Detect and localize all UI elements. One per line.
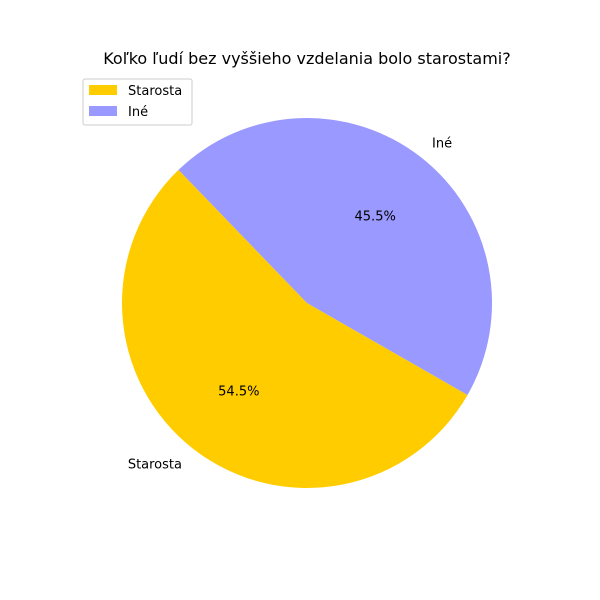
pie-slices [122, 117, 493, 488]
pie-slice-starosta [122, 169, 468, 488]
slice-label-starosta: Starosta [128, 458, 182, 473]
legend-label-ine: Iné [128, 105, 148, 120]
percent-label-ine: 45.5% [355, 209, 396, 224]
legend-swatch-ine [89, 106, 117, 116]
percent-label-starosta: 54.5% [218, 385, 259, 400]
pie-labels: Starosta 54.5% Iné 45.5% [128, 136, 452, 472]
legend: Starosta Iné [82, 78, 193, 126]
pie-slice-ine [178, 117, 493, 395]
slice-label-ine: Iné [432, 136, 452, 151]
legend-swatch-starosta [89, 85, 117, 95]
legend-label-starosta: Starosta [128, 84, 182, 99]
chart-title: Koľko ľudí bez vyššieho vzdelania bolo s… [103, 49, 511, 68]
